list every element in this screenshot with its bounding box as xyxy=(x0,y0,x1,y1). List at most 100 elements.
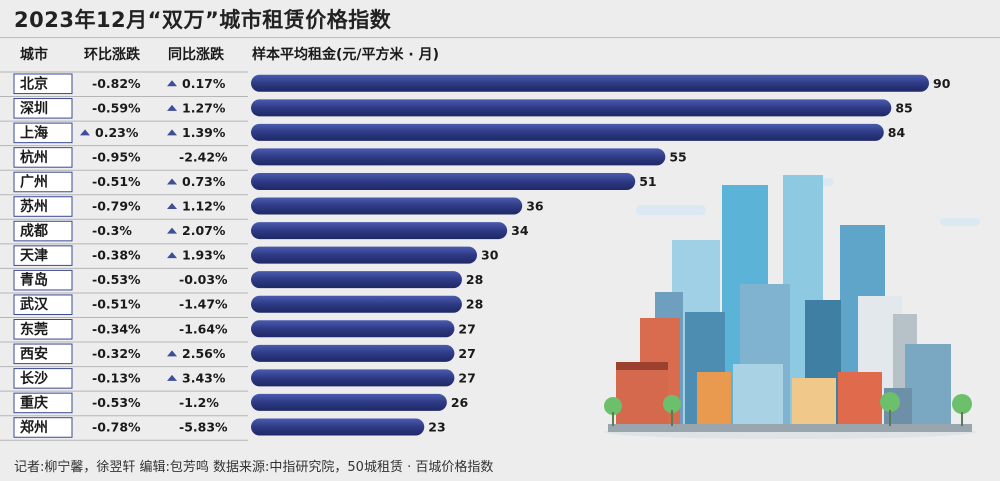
table-row: 广州 -0.51% 0.73% 51 xyxy=(0,169,657,193)
bar xyxy=(251,197,523,215)
table-row: 成都 -0.3% 2.07% 34 xyxy=(0,218,529,242)
yoy-change-up-arrow-icon xyxy=(167,104,177,111)
column-header-2: 同比涨跌 xyxy=(168,46,225,63)
city-label: 西安 xyxy=(20,345,48,362)
table-row: 深圳 -0.59% 1.27% 85 xyxy=(0,96,913,119)
table-row: 苏州 -0.79% 1.12% 36 xyxy=(0,194,544,217)
bar xyxy=(251,393,447,411)
city-label: 上海 xyxy=(20,124,48,141)
city-label: 武汉 xyxy=(20,296,49,313)
title-divider xyxy=(0,37,1000,38)
bar-value-label: 27 xyxy=(458,321,475,336)
bar-value-label: 34 xyxy=(511,223,529,238)
bar-value-label: 36 xyxy=(526,199,544,214)
bar-value-label: 27 xyxy=(458,370,475,385)
bar-value-label: 85 xyxy=(895,100,912,115)
yoy-change-label: 1.39% xyxy=(182,125,226,140)
yoy-change-label: 3.43% xyxy=(182,370,226,385)
bar xyxy=(251,74,929,92)
table-row: 北京 -0.82% 0.17% 90 xyxy=(0,71,951,95)
mom-change-label: 0.23% xyxy=(95,125,139,140)
city-label: 长沙 xyxy=(20,370,48,387)
bar-value-label: 51 xyxy=(639,174,656,189)
bar xyxy=(251,172,636,190)
mom-change-label: -0.34% xyxy=(92,321,141,336)
mom-change-label: -0.82% xyxy=(92,76,141,91)
yoy-change-label: 1.93% xyxy=(182,248,226,263)
table-row: 长沙 -0.13% 3.43% 27 xyxy=(0,366,476,389)
mom-change-label: -0.59% xyxy=(92,100,141,115)
bar xyxy=(251,148,666,166)
mom-change-label: -0.95% xyxy=(92,149,141,164)
bar xyxy=(251,123,884,141)
city-label-box xyxy=(13,98,73,119)
footer-credits: 记者:柳宁馨，徐翌轩 编辑:包芳鸣 数据来源:中指研究院，50城租赁 · 百城价… xyxy=(14,460,494,475)
city-label: 青岛 xyxy=(20,272,48,289)
yoy-change-up-arrow-icon xyxy=(167,350,177,357)
city-label-box xyxy=(13,417,73,438)
yoy-change-label: 2.56% xyxy=(182,346,226,361)
mom-change-label: -0.13% xyxy=(92,370,141,385)
city-label: 东莞 xyxy=(20,321,48,338)
table-row: 上海 0.23% 1.39% 84 xyxy=(0,120,906,144)
yoy-change-label: -2.42% xyxy=(179,149,228,164)
column-header-3: 样本平均租金(元/平方米 · 月) xyxy=(252,46,439,63)
city-label-box xyxy=(13,269,73,291)
yoy-change-label: 0.17% xyxy=(182,76,226,91)
city-label: 深圳 xyxy=(20,100,48,117)
bar-value-label: 27 xyxy=(458,346,475,361)
city-label-box xyxy=(13,196,73,217)
bar xyxy=(251,246,477,264)
yoy-change-up-arrow-icon xyxy=(167,227,177,234)
bar xyxy=(251,222,508,240)
city-label-box xyxy=(13,294,73,316)
city-label: 成都 xyxy=(20,223,48,240)
city-label: 重庆 xyxy=(20,394,48,411)
mom-change-label: -0.32% xyxy=(92,346,141,361)
yoy-change-label: -1.64% xyxy=(179,321,228,336)
column-header-0: 城市 xyxy=(20,46,48,63)
yoy-change-up-arrow-icon xyxy=(167,374,177,381)
table-row: 重庆 -0.53% -1.2% 26 xyxy=(0,390,469,414)
yoy-change-label: 1.27% xyxy=(182,100,226,115)
yoy-change-up-arrow-icon xyxy=(167,252,177,259)
yoy-change-label: -0.03% xyxy=(179,272,228,287)
yoy-change-label: 1.12% xyxy=(182,199,226,214)
city-label-box xyxy=(13,368,73,389)
yoy-change-label: 0.73% xyxy=(182,174,226,189)
table-row: 西安 -0.32% 2.56% 27 xyxy=(0,341,476,365)
bar-value-label: 84 xyxy=(888,125,906,140)
city-label: 郑州 xyxy=(20,419,48,436)
bar xyxy=(251,418,425,436)
city-label: 广州 xyxy=(20,173,48,190)
bar xyxy=(251,99,892,117)
city-label: 苏州 xyxy=(20,198,48,215)
city-label-box xyxy=(13,343,73,365)
table-row: 东莞 -0.34% -1.64% 27 xyxy=(0,317,476,340)
mom-change-label: -0.51% xyxy=(92,297,141,312)
bar xyxy=(251,344,455,362)
mom-change-label: -0.53% xyxy=(92,395,141,410)
city-label-box xyxy=(13,220,73,242)
city-label: 天津 xyxy=(20,247,48,264)
table-row: 青岛 -0.53% -0.03% 28 xyxy=(0,267,483,291)
bar xyxy=(251,320,455,338)
mom-change-label: -0.53% xyxy=(92,272,141,287)
bar-value-label: 26 xyxy=(451,395,469,410)
chart-title: 2023年12月“双万”城市租赁价格指数 xyxy=(14,8,392,32)
mom-change-label: -0.78% xyxy=(92,419,141,434)
bar-value-label: 28 xyxy=(466,272,483,287)
city-label: 北京 xyxy=(20,75,48,92)
yoy-change-label: 2.07% xyxy=(182,223,226,238)
city-label-box xyxy=(13,392,73,414)
city-label-box xyxy=(13,147,73,168)
mom-change-label: -0.38% xyxy=(92,248,141,263)
yoy-change-up-arrow-icon xyxy=(167,80,177,87)
city-label-box xyxy=(13,245,73,266)
bar xyxy=(251,295,462,313)
yoy-change-label: -1.2% xyxy=(179,395,219,410)
bar-value-label: 28 xyxy=(466,297,483,312)
yoy-change-up-arrow-icon xyxy=(167,203,177,210)
city-label: 杭州 xyxy=(20,149,48,166)
